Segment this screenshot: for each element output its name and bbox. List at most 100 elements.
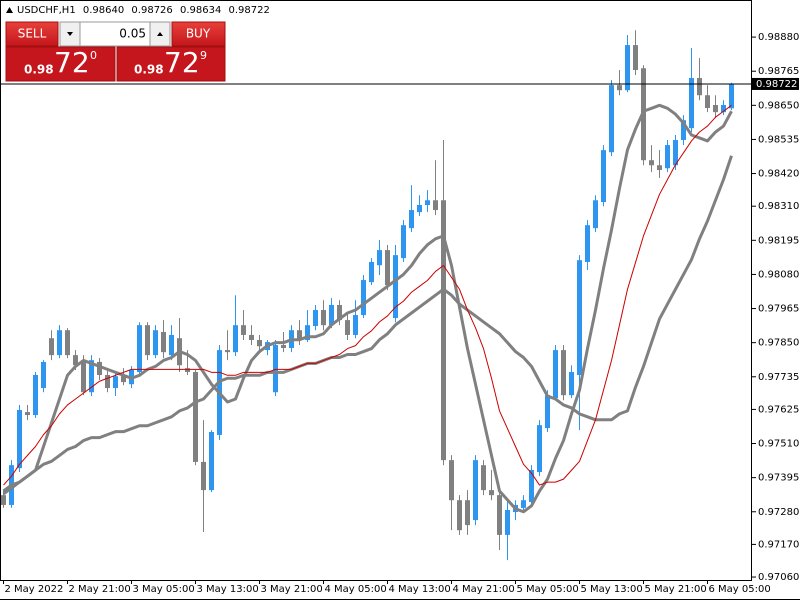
sell-button[interactable]	[5, 21, 59, 47]
x-tick-label: 2 May 21:00	[69, 584, 131, 595]
candle-body	[433, 200, 438, 211]
y-tick-label: 0.98310	[758, 201, 799, 212]
candle-body	[633, 45, 638, 71]
candle-body	[553, 350, 558, 399]
candle-body	[729, 83, 734, 109]
candle-body	[321, 310, 326, 326]
candle-body	[537, 425, 542, 473]
candle-body	[697, 78, 702, 96]
candle-body	[521, 500, 526, 508]
candle-body	[201, 461, 206, 491]
candle-body	[193, 372, 198, 462]
sell-price-box[interactable]	[5, 46, 116, 82]
candle-body	[57, 330, 62, 356]
symbol-title: USDCHF,H1	[17, 5, 76, 16]
y-tick-label: 0.98765	[758, 66, 799, 77]
buy-price-point: 9	[200, 49, 207, 62]
price-tag-label: 0.98722	[756, 79, 797, 90]
candle-body	[169, 334, 174, 356]
candle-body	[465, 500, 470, 526]
candle-body	[577, 260, 582, 375]
candle-body	[609, 85, 614, 153]
lot-value: 0.05	[119, 27, 146, 41]
candle-body	[657, 165, 662, 170]
candle-body	[121, 376, 126, 383]
candle-body	[361, 280, 366, 316]
candle-body	[273, 345, 278, 393]
x-tick-label: 3 May 05:00	[133, 584, 195, 595]
candle-body	[305, 325, 310, 340]
x-tick-label: 3 May 21:00	[261, 584, 323, 595]
arrow-up	[157, 32, 163, 36]
y-tick-label: 0.97965	[758, 304, 799, 315]
candle-body	[529, 469, 534, 502]
candle-body	[17, 410, 22, 469]
indicator-line	[3, 104, 732, 486]
candle-body	[441, 200, 446, 461]
candle-body	[681, 120, 686, 141]
candle-body	[457, 500, 462, 531]
y-tick-label: 0.97170	[758, 539, 799, 550]
candle-body	[497, 495, 502, 535]
candle-body	[425, 200, 430, 206]
candle-body	[89, 360, 94, 393]
candle-body	[209, 431, 214, 491]
y-tick-label: 0.97395	[758, 473, 799, 484]
candle-body	[337, 304, 342, 321]
candle-body	[233, 325, 238, 353]
y-tick-label: 0.98650	[758, 100, 799, 111]
candle-body	[297, 330, 302, 340]
candle-body	[313, 310, 318, 327]
trade-panel: SELL 0.05 BUY 0.98 72 0 0.98 72 9	[5, 21, 226, 82]
candle-body	[153, 330, 158, 356]
candle-body	[601, 150, 606, 203]
y-tick-label: 0.98080	[758, 269, 799, 280]
candle-body	[673, 140, 678, 166]
buy-price-box[interactable]	[116, 46, 226, 82]
buy-button[interactable]	[171, 21, 226, 47]
candle-body	[113, 376, 118, 389]
ohlc-low: 0.98634	[180, 5, 221, 16]
candle-body	[377, 250, 382, 266]
candle-body	[145, 325, 150, 356]
candle-body	[33, 374, 38, 416]
y-tick-label: 0.97850	[758, 338, 799, 349]
x-tick-label: 2 May 2022	[5, 584, 64, 595]
x-tick-label: 4 May 13:00	[389, 584, 451, 595]
candle-body	[705, 95, 710, 108]
candle-body	[505, 509, 510, 535]
candle-body	[481, 465, 486, 491]
candle-body	[185, 368, 190, 373]
x-tick-label: 6 May 05:00	[709, 584, 771, 595]
arrow-down	[67, 32, 73, 36]
x-tick-label: 4 May 05:00	[325, 584, 387, 595]
x-tick-label: 4 May 21:00	[453, 584, 515, 595]
candle-body	[49, 338, 54, 356]
candle-body	[649, 160, 654, 166]
y-tick-label: 0.97060	[758, 572, 799, 583]
plot-frame	[0, 0, 752, 581]
indicator-line	[2, 103, 733, 514]
candle-body	[257, 339, 262, 347]
candle-body	[65, 330, 70, 356]
candle-body	[585, 225, 590, 262]
plot-area	[1, 30, 734, 561]
collapse-icon[interactable]	[6, 7, 13, 13]
chart-header: USDCHF,H1 0.98640 0.98726 0.98634 0.9872…	[17, 5, 270, 16]
candle-body	[73, 355, 78, 366]
buy-label: BUY	[186, 27, 211, 41]
y-tick-label: 0.97510	[758, 439, 799, 450]
ohlc-close: 0.98722	[229, 5, 270, 16]
price-tag	[752, 77, 799, 90]
candle-body	[249, 334, 254, 340]
candle-body	[721, 105, 726, 113]
y-tick-label: 0.97625	[758, 404, 799, 415]
ohlc-high: 0.98726	[131, 5, 172, 16]
candle-body	[593, 200, 598, 229]
candle-body	[409, 210, 414, 229]
x-tick-label: 3 May 13:00	[197, 584, 259, 595]
candle-body	[41, 361, 46, 389]
sell-price-pips: 72	[54, 46, 90, 79]
candle-body	[137, 325, 142, 373]
